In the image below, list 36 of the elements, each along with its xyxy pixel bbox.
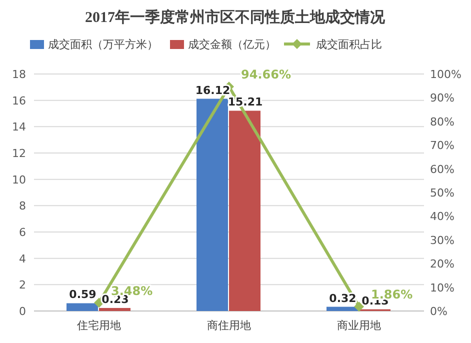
y-tick-label: 12 — [12, 147, 26, 160]
bar — [99, 308, 130, 311]
point — [354, 302, 364, 312]
y-tick-label: 18 — [12, 68, 26, 81]
y-tick-label: 16 — [12, 94, 26, 108]
y-tick-label: 10 — [12, 173, 26, 186]
y-tick-label: 0 — [19, 305, 26, 318]
y-tick-label: 6 — [19, 226, 26, 239]
bar — [66, 303, 98, 311]
y-tick-label: 2 — [19, 278, 26, 292]
bar — [196, 98, 228, 311]
x-tick-label: 商住用地 — [207, 319, 251, 332]
bar — [326, 306, 358, 311]
y2-tick-label: 30% — [430, 234, 454, 247]
y2-tick-label: 50% — [430, 186, 454, 200]
x-tick-label: 住宅用地 — [77, 319, 121, 332]
y2-tick-label: 60% — [430, 162, 454, 176]
y2-tick-label: 70% — [430, 139, 454, 152]
y2-tick-label: 20% — [430, 258, 454, 271]
legend-label: 成交金额（亿元） — [188, 38, 276, 51]
y2-tick-label: 10% — [430, 281, 454, 294]
y-tick-label: 4 — [19, 252, 26, 266]
legend-label: 成交面积占比 — [316, 38, 382, 51]
y2-tick-label: 40% — [430, 210, 454, 224]
bar — [229, 110, 260, 311]
data-label: 0.59 — [69, 288, 96, 302]
chart-title: 2017年一季度常州市区不同性质土地成交情况 — [85, 8, 386, 26]
y2-tick-label: 80% — [430, 115, 454, 128]
y2-tick-label: 90% — [430, 92, 454, 105]
data-label: 94.66% — [241, 68, 291, 82]
y-tick-label: 14 — [12, 120, 26, 134]
y2-tick-label: 100% — [430, 68, 462, 81]
y-tick-label: 8 — [19, 200, 26, 213]
x-tick-label: 商业用地 — [337, 319, 381, 332]
legend-label: 成交面积（万平方米） — [48, 38, 158, 51]
y2-tick-label: 0% — [430, 305, 448, 318]
